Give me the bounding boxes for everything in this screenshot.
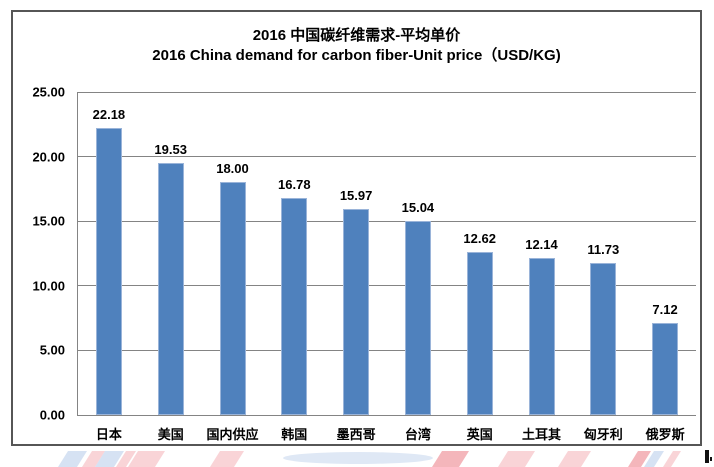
category-label: 俄罗斯	[645, 427, 685, 442]
bar-value-label: 15.97	[339, 187, 373, 203]
plot-area: 0.00 5.00 10.00 15.00 20.00 25.00 22.18 日本 19.53…	[32, 85, 696, 442]
bar-value-label: 12.62	[463, 230, 496, 246]
gridline	[78, 285, 696, 287]
bar	[404, 220, 431, 415]
watermark-swoosh	[283, 452, 433, 464]
chart-frame: 2016 中国碳纤维需求-平均单价 2016 China demand for …	[11, 10, 702, 446]
bar	[343, 208, 370, 415]
bar-value-label: 15.04	[401, 199, 435, 215]
category-label: 韩国	[281, 427, 308, 442]
y-axis-tick-label: 5.00	[39, 342, 65, 358]
category-label: 英国	[466, 427, 493, 442]
cropped-glyph-mark	[710, 457, 712, 461]
bar-value-label: 7.12	[652, 302, 678, 318]
bar	[157, 162, 184, 415]
y-axis-tick-label: 10.00	[32, 278, 65, 294]
y-axis-tick-label: 25.00	[32, 84, 65, 100]
category-label: 日本	[95, 427, 122, 442]
gridline	[78, 91, 696, 93]
cropped-glyph-mark	[705, 450, 709, 463]
bar-value-label: 19.53	[154, 141, 187, 157]
category-label: 台湾	[404, 427, 431, 442]
y-axis-tick-label: 15.00	[32, 213, 65, 229]
bar	[95, 128, 122, 415]
chart-title-zh: 2016 中国碳纤维需求-平均单价	[252, 27, 461, 44]
bar	[466, 251, 493, 415]
bar-value-label: 16.78	[278, 177, 311, 193]
category-label: 墨西哥	[336, 427, 376, 442]
gridline	[78, 156, 696, 158]
bar	[652, 323, 679, 415]
category-label: 美国	[157, 427, 184, 442]
y-axis-tick-label: 20.00	[32, 149, 65, 165]
y-axis-tick-label: 0.00	[39, 407, 65, 423]
bar-value-label: 11.73	[587, 242, 620, 258]
bar	[590, 263, 617, 415]
bar	[219, 182, 246, 415]
chart-title-en: 2016 China demand for carbon fiber-Unit …	[152, 47, 561, 64]
category-label: 匈牙利	[583, 427, 623, 442]
bar	[528, 258, 555, 415]
bar-value-label: 12.14	[525, 237, 558, 253]
bar-value-label: 22.18	[92, 107, 126, 123]
category-label: 土耳其	[521, 427, 561, 442]
bar-value-label: 18.00	[216, 161, 249, 177]
gridline	[78, 349, 696, 351]
watermark-strip	[0, 449, 714, 467]
category-label: 国内供应	[206, 427, 259, 442]
bar	[281, 198, 308, 415]
gridline	[78, 220, 696, 222]
